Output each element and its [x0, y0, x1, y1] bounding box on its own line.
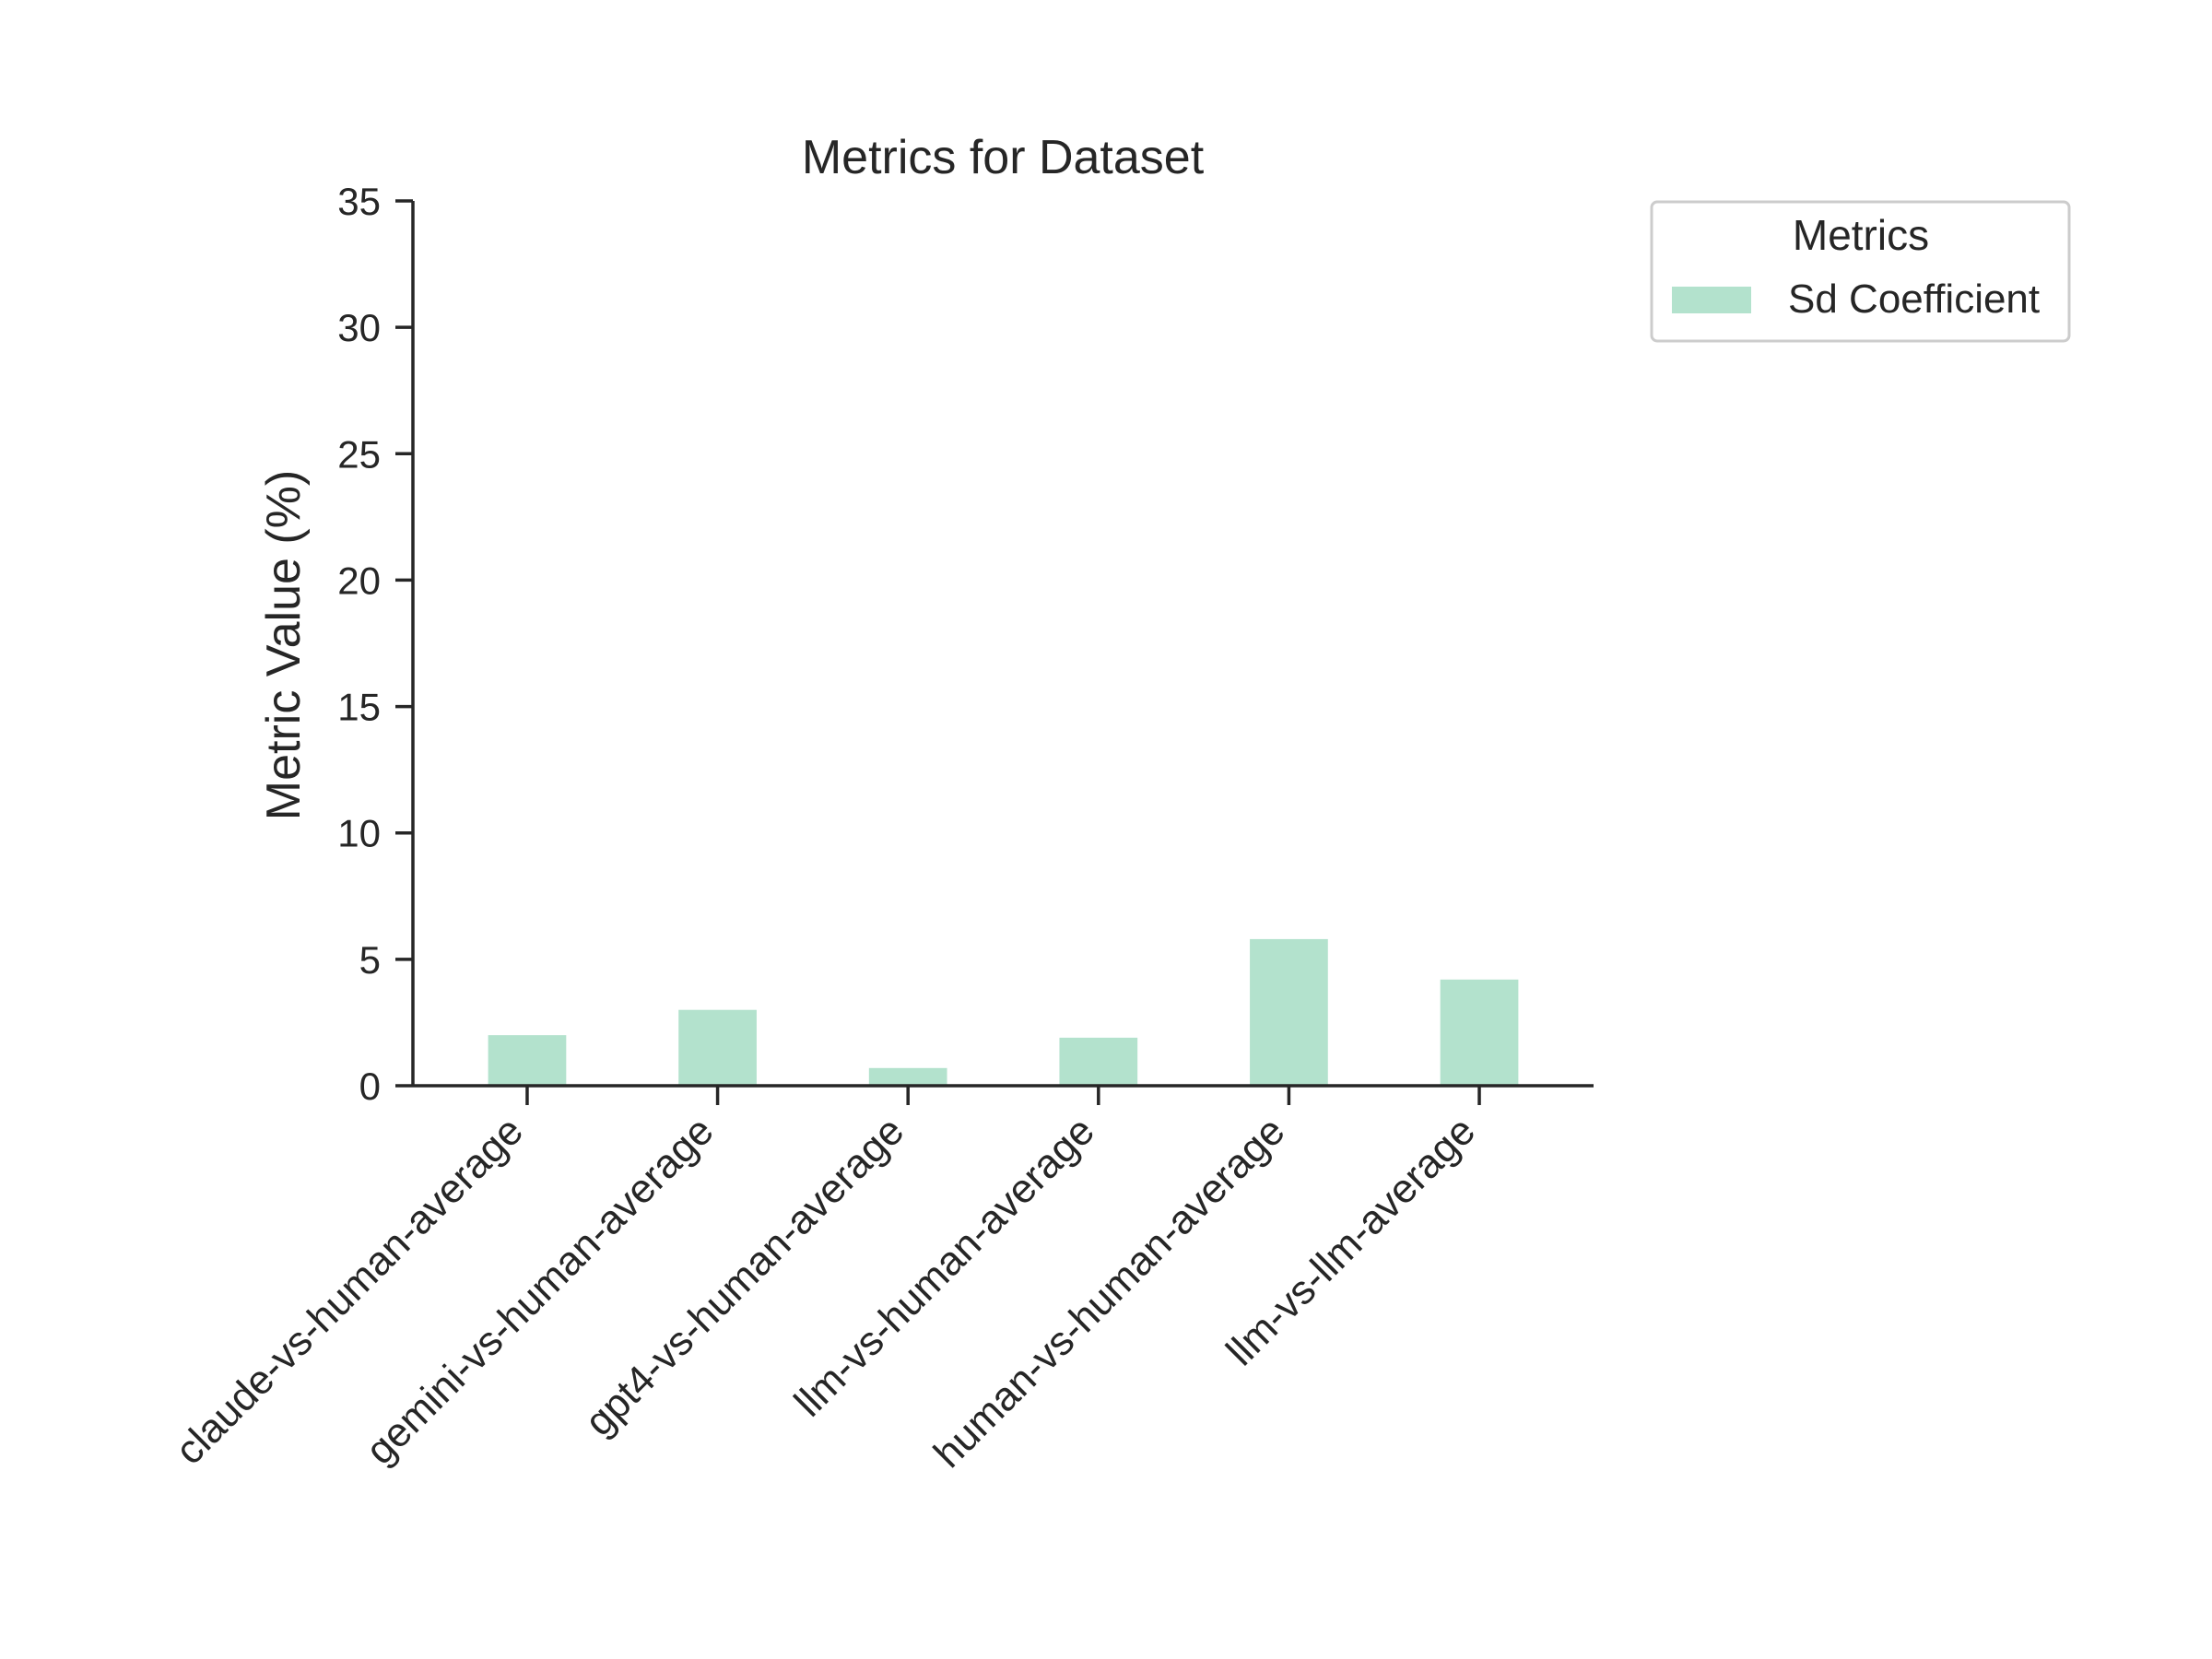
legend-swatch: [1672, 287, 1751, 313]
legend-title: Metrics: [1793, 211, 1929, 259]
y-tick-label: 25: [337, 432, 381, 476]
y-tick-label: 10: [337, 812, 381, 855]
legend-box: [1650, 200, 2071, 343]
bar-llm-vs-human-average: [1059, 1037, 1138, 1086]
y-tick-label: 30: [337, 306, 381, 349]
y-tick-label: 35: [337, 180, 381, 223]
bar-llm-vs-llm-average: [1440, 979, 1519, 1086]
bar-gemini-vs-human-average: [678, 1009, 757, 1086]
bar-claude-vs-human-average: [488, 1035, 567, 1086]
legend-entry-label: Sd Coefficient: [1788, 276, 2040, 322]
bar-gpt4-vs-human-average: [868, 1067, 947, 1086]
y-axis-ticks: 0 5 10 15 20 25 30 35: [337, 180, 413, 1108]
y-tick-label: 15: [337, 686, 381, 729]
y-tick-label: 0: [359, 1065, 381, 1108]
chart-title: Metrics for Dataset: [802, 131, 1205, 184]
y-tick-label: 20: [337, 559, 381, 602]
legend: Metrics Sd Coefficient: [1650, 200, 2071, 343]
y-axis-label: Metric Value (%): [257, 470, 311, 820]
bars: [488, 938, 1519, 1086]
y-tick-label: 5: [359, 938, 381, 982]
bar-human-vs-human-average: [1250, 938, 1328, 1086]
